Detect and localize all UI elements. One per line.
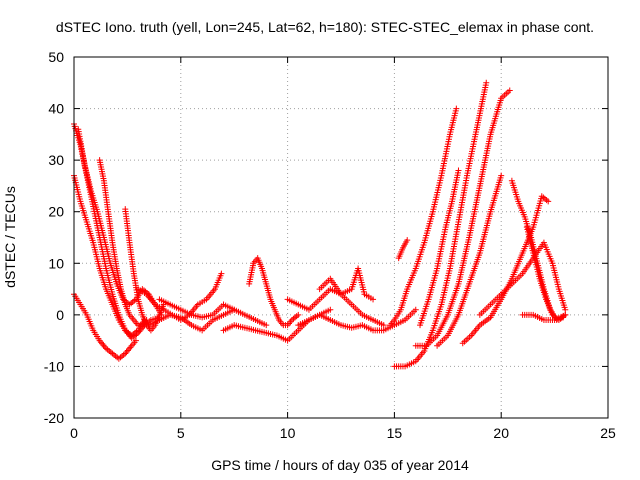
data-series-8 [145,306,270,334]
data-series-20 [434,172,505,349]
y-tick-label: 20 [48,204,64,220]
data-point [218,270,225,277]
chart-title: dSTEC Iono. truth (yell, Lon=245, Lat=62… [56,19,594,35]
y-tick-labels: -20 -10 0 10 20 30 40 50 [44,49,64,426]
data-point [453,105,460,112]
data-point [370,296,377,303]
axis-ticks [73,56,609,419]
data-series-19 [412,87,513,349]
x-tick-label: 20 [493,425,509,441]
data-points [71,79,569,370]
data-series-14 [316,265,377,303]
data-point [545,198,552,205]
data-series-24 [476,239,569,318]
y-tick-label: 10 [48,255,64,271]
y-tick-label: -20 [44,410,64,426]
data-point [412,306,419,313]
data-series-18 [417,167,462,329]
y-tick-label: 40 [48,101,64,117]
data-point [498,172,505,179]
data-point [562,306,569,313]
data-series-2 [71,172,148,339]
data-series-11 [246,255,302,329]
data-series-4 [71,291,139,362]
grid-lines [74,57,608,418]
y-tick-label: 50 [48,49,64,65]
data-series-17 [395,237,411,262]
data-series-25 [519,311,569,324]
data-point [483,79,490,86]
y-tick-label: 0 [56,307,64,323]
y-tick-label: -10 [44,358,64,374]
x-tick-label: 25 [600,425,616,441]
data-point [404,237,411,244]
data-point [562,311,569,318]
data-series-5 [96,157,150,329]
x-tick-label: 10 [280,425,296,441]
x-tick-label: 5 [177,425,185,441]
data-point [380,322,387,329]
plot-frame [73,56,609,419]
data-point [231,306,238,313]
x-tick-labels: 0 5 10 15 20 25 [70,425,616,441]
data-series-12 [284,286,387,329]
data-point [132,337,139,344]
data-point [455,167,462,174]
y-axis-label: dSTEC / TECUs [2,186,18,288]
data-point [263,322,270,329]
data-series-13 [295,306,419,334]
x-axis-label: GPS time / hours of day 035 of year 2014 [211,457,469,473]
data-point [295,311,302,318]
data-point [506,87,513,94]
data-series-23 [523,224,569,324]
data-series-9 [156,296,238,321]
x-tick-label: 0 [70,425,78,441]
data-series-16 [387,105,460,329]
data-point [327,306,334,313]
x-tick-label: 15 [387,425,403,441]
data-series-15 [391,79,490,370]
y-tick-label: 30 [48,152,64,168]
